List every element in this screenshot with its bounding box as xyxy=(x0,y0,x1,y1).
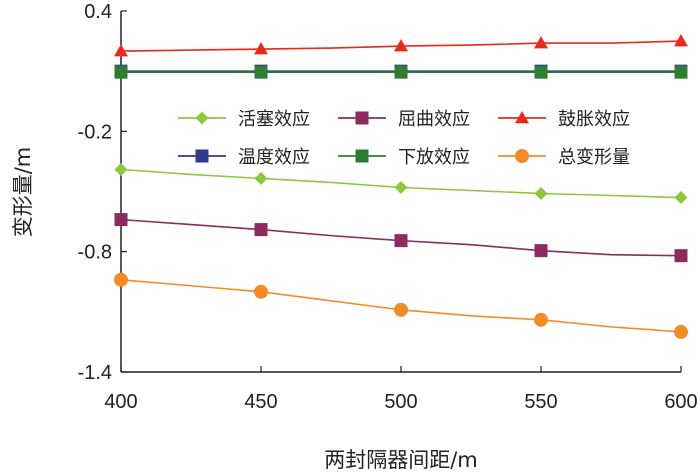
x-tick-label: 400 xyxy=(104,391,137,413)
y-tick-label: -0.8 xyxy=(78,242,112,264)
data-point xyxy=(674,34,688,47)
legend-swatch-marker xyxy=(355,111,369,125)
y-tick-label: -1.4 xyxy=(78,362,112,384)
legend-item: 活塞效应 xyxy=(178,109,310,130)
data-point xyxy=(254,284,268,299)
data-point xyxy=(534,244,548,258)
legend-item: 鼓胀效应 xyxy=(498,109,630,130)
data-point xyxy=(114,44,128,57)
x-tick-label: 550 xyxy=(524,391,557,413)
y-tick-label: 0.4 xyxy=(84,1,112,23)
legend-label: 活塞效应 xyxy=(238,109,310,130)
data-point xyxy=(674,324,688,339)
data-point xyxy=(254,171,268,185)
data-point xyxy=(114,65,128,79)
data-point xyxy=(674,249,688,263)
y-axis-label: 变形量/m xyxy=(11,147,35,238)
legend-item: 屈曲效应 xyxy=(338,109,470,130)
ticks: 400 450 500 550 600 0.4 -0.2 -0.8 -1.4 xyxy=(78,1,698,413)
y-tick-label: -0.2 xyxy=(78,121,112,143)
data-point xyxy=(394,234,408,248)
legend-item: 总变形量 xyxy=(498,147,630,168)
series-4 xyxy=(114,65,688,79)
x-tick-label: 450 xyxy=(244,391,277,413)
data-point xyxy=(534,312,548,327)
x-tick-label: 600 xyxy=(664,391,697,413)
legend-label: 总变形量 xyxy=(558,147,630,168)
series-layer xyxy=(114,34,688,339)
data-point xyxy=(114,213,128,227)
series-5 xyxy=(114,272,688,339)
series-1 xyxy=(114,213,688,263)
x-axis-label: 两封隔器间距/m xyxy=(324,448,478,472)
legend-swatch-marker xyxy=(355,149,369,163)
data-point xyxy=(394,180,408,194)
data-point xyxy=(254,223,268,237)
data-point xyxy=(254,65,268,79)
legend-item: 下放效应 xyxy=(338,147,470,168)
data-point xyxy=(394,65,408,79)
data-point xyxy=(534,187,548,201)
data-point xyxy=(674,191,688,205)
data-point xyxy=(394,302,408,317)
legend-label: 鼓胀效应 xyxy=(558,109,630,130)
legend-swatch-marker xyxy=(515,149,529,163)
legend-swatch-marker xyxy=(195,111,209,125)
data-point xyxy=(254,42,268,55)
data-point xyxy=(674,65,688,79)
legend-label: 温度效应 xyxy=(238,147,310,168)
legend-label: 屈曲效应 xyxy=(398,109,470,130)
x-tick-label: 500 xyxy=(384,391,417,413)
data-point xyxy=(534,36,548,49)
series-2 xyxy=(114,34,688,57)
legend-swatch-marker xyxy=(195,149,209,163)
legend-label: 下放效应 xyxy=(398,147,470,168)
legend-item: 温度效应 xyxy=(178,147,310,168)
data-point xyxy=(114,162,128,176)
legend-swatch-marker xyxy=(515,111,529,124)
series-0 xyxy=(114,162,688,205)
data-point xyxy=(394,39,408,52)
data-point xyxy=(534,65,548,79)
data-point xyxy=(114,272,128,287)
